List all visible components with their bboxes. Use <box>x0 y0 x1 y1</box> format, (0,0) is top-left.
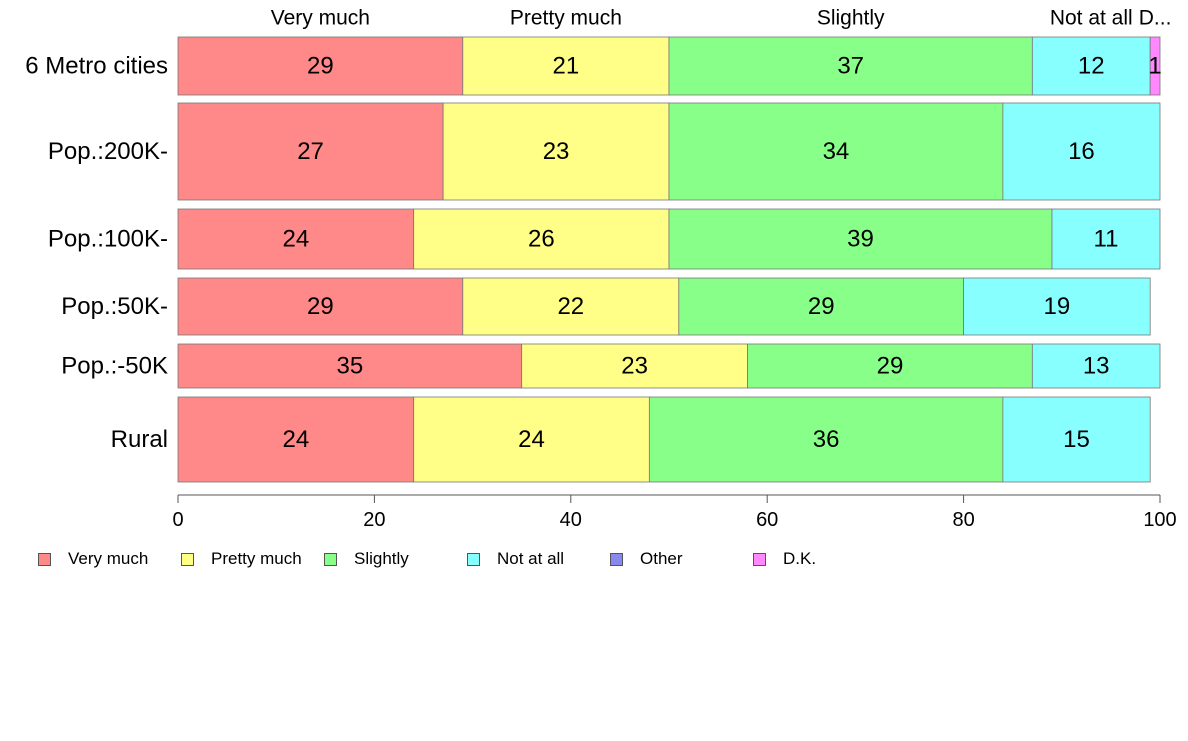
legend-swatch <box>753 552 766 566</box>
data-label: 36 <box>813 426 840 453</box>
top-series-label: Not at all <box>1050 7 1133 30</box>
legend-item-slightly: Slightly <box>324 548 409 570</box>
legend-item-other: Other <box>610 548 683 570</box>
bar-segment <box>668 36 1033 96</box>
x-tick-label: 80 <box>952 509 974 531</box>
category-label: Pop.:200K- <box>48 138 168 165</box>
bar-segment <box>1002 396 1151 483</box>
bar-segment <box>177 277 464 336</box>
top-series-label: Slightly <box>817 7 885 30</box>
top-series-label: Very much <box>271 7 370 30</box>
data-label: 24 <box>282 226 309 253</box>
data-label: 35 <box>336 353 363 380</box>
x-tick-label: 20 <box>363 509 385 531</box>
legend-item-pretty-much: Pretty much <box>181 548 302 570</box>
bar-segment <box>177 208 415 270</box>
bar-segment <box>462 277 680 336</box>
data-label: 15 <box>1063 426 1090 453</box>
legend-swatch <box>38 552 51 566</box>
bar-segment <box>442 102 670 201</box>
bar-segment <box>1149 36 1161 96</box>
bar-segment <box>462 36 670 96</box>
bar-segment <box>668 208 1053 270</box>
legend-label: Slightly <box>354 549 409 568</box>
bar-segment <box>1031 343 1161 389</box>
data-label: 27 <box>297 138 324 165</box>
data-label: 29 <box>307 53 334 80</box>
bar-segment <box>747 343 1033 389</box>
bar-segment <box>678 277 965 336</box>
top-series-label: D... <box>1139 7 1172 30</box>
top-series-label: Pretty much <box>510 7 622 30</box>
bar-segment <box>1051 208 1161 270</box>
data-label: 37 <box>837 53 864 80</box>
bar-segment <box>1002 102 1161 201</box>
data-label: 24 <box>518 426 545 453</box>
data-label: 34 <box>823 138 850 165</box>
legend-swatch <box>610 552 623 566</box>
data-label: 23 <box>621 353 648 380</box>
data-label: 22 <box>557 293 584 320</box>
bar-segment <box>177 36 464 96</box>
legend-item-not-at-all: Not at all <box>467 548 564 570</box>
bar-segment <box>1031 36 1151 96</box>
legend-item-dk: D.K. <box>753 548 816 570</box>
legend-label: D.K. <box>783 549 817 568</box>
data-label: 1 <box>1148 53 1161 80</box>
bar-segment <box>668 102 1004 201</box>
legend-label: Other <box>640 549 683 568</box>
data-label: 21 <box>553 53 580 80</box>
data-label: 29 <box>808 293 835 320</box>
bar-segment <box>413 208 670 270</box>
bar-segment <box>177 102 444 201</box>
x-tick-label: 0 <box>172 509 183 531</box>
data-label: 11 <box>1094 226 1119 253</box>
legend-label: Very much <box>68 549 149 568</box>
data-label: 23 <box>543 138 570 165</box>
x-tick-label: 100 <box>1143 509 1176 531</box>
bar-segment <box>521 343 748 389</box>
data-label: 12 <box>1078 53 1105 80</box>
data-label: 39 <box>847 226 874 253</box>
data-label: 13 <box>1083 353 1110 380</box>
bar-segment <box>177 396 415 483</box>
data-label: 29 <box>307 293 334 320</box>
bar-segment <box>963 277 1151 336</box>
legend-item-very-much: Very much <box>38 548 148 570</box>
legend: Very much Pretty much Slightly Not at al… <box>38 548 1038 570</box>
data-label: 26 <box>528 226 555 253</box>
x-tick-label: 60 <box>756 509 778 531</box>
data-label: 29 <box>877 353 904 380</box>
category-label: 6 Metro cities <box>25 53 168 80</box>
bar-segment <box>413 396 650 483</box>
category-label: Pop.:-50K <box>61 353 168 380</box>
x-tick-label: 40 <box>560 509 582 531</box>
data-label: 24 <box>282 426 309 453</box>
category-label: Pop.:100K- <box>48 226 168 253</box>
legend-swatch <box>181 552 194 566</box>
data-label: 16 <box>1068 138 1095 165</box>
legend-label: Pretty much <box>211 549 302 568</box>
category-label: Rural <box>111 426 168 453</box>
legend-swatch <box>467 552 480 566</box>
data-label: 19 <box>1044 293 1071 320</box>
legend-label: Not at all <box>497 549 565 568</box>
legend-swatch <box>324 552 337 566</box>
category-label: Pop.:50K- <box>61 293 168 320</box>
